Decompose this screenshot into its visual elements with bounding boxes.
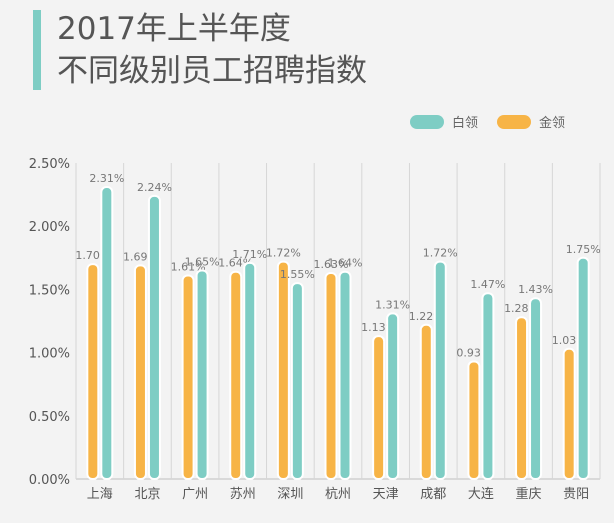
chart-title-line1: 2017年上半年度 [57, 11, 291, 47]
x-tick-label: 北京 [134, 487, 160, 502]
legend-item-gold-collar: 金领 [497, 112, 565, 131]
legend-swatch-gold-collar [497, 114, 531, 129]
x-tick-label: 广州 [182, 487, 208, 502]
bar-gold-collar [86, 263, 100, 481]
bar-white-collar [100, 186, 114, 481]
data-label-white-collar: 1.65% [185, 255, 220, 268]
data-label-white-collar: 1.71% [232, 248, 267, 261]
data-label-white-collar: 2.24% [137, 181, 172, 194]
x-tick-label: 天津 [373, 487, 399, 502]
data-label-white-collar: 1.31% [375, 298, 410, 311]
data-label-gold-collar: 1.61% [171, 260, 206, 273]
x-tick-label: 杭州 [325, 487, 351, 502]
bar-white-collar [338, 270, 352, 480]
title-accent-bar [33, 10, 41, 90]
x-tick-label: 深圳 [277, 487, 303, 502]
x-tick-label: 成都 [420, 487, 446, 502]
bar-white-collar [481, 292, 495, 480]
chart-title-line2: 不同级别员工招聘指数 [57, 53, 367, 89]
bar-gold-collar [562, 347, 576, 480]
bar-gold-collar [133, 264, 147, 480]
bar-gold-collar [229, 270, 243, 480]
bar-white-collar [243, 261, 257, 480]
data-label-white-collar: 1.47% [470, 278, 505, 291]
y-tick-label: 2.00% [29, 220, 70, 235]
legend-label-white-collar: 白领 [452, 116, 479, 131]
x-tick-label: 贵阳 [563, 487, 589, 502]
x-tick-label: 大连 [468, 486, 494, 502]
data-label-white-collar: 1.75% [566, 243, 601, 256]
bar-white-collar [147, 194, 161, 480]
data-label-white-collar: 1.43% [518, 283, 553, 296]
bar-white-collar [576, 256, 590, 480]
chart-title: 2017年上半年度 不同级别员工招聘指数 [57, 8, 367, 92]
bar-chart: 0.00%0.50%1.00%1.50%2.00%2.50%1.70%2.31%… [29, 157, 601, 502]
data-label-gold-collar: 1.63% [314, 258, 349, 271]
bar-white-collar [386, 312, 400, 480]
data-label-white-collar: 1.64% [328, 257, 363, 270]
bar-white-collar [290, 282, 304, 480]
bar-white-collar [433, 260, 447, 481]
x-tick-label: 重庆 [516, 486, 542, 502]
bar-white-collar [195, 269, 209, 480]
y-tick-label: 0.50% [29, 410, 70, 425]
legend-swatch-white-collar [410, 114, 444, 129]
y-tick-label: 1.00% [29, 347, 70, 362]
bar-gold-collar [419, 323, 433, 480]
bar-gold-collar [324, 271, 338, 480]
data-label-gold-collar: 1.72% [266, 247, 301, 260]
y-tick-label: 0.00% [29, 473, 70, 488]
bar-gold-collar [467, 360, 481, 480]
legend-item-white-collar: 白领 [410, 112, 478, 131]
x-tick-label: 上海 [87, 487, 113, 502]
y-tick-label: 1.50% [29, 283, 70, 298]
bar-gold-collar [276, 260, 290, 481]
chart-legend: 白领 金领 [0, 112, 614, 134]
bar-gold-collar [181, 274, 195, 480]
data-label-white-collar: 1.55% [280, 268, 315, 281]
bar-white-collar [529, 297, 543, 480]
x-tick-label: 苏州 [230, 486, 256, 502]
data-label-white-collar: 2.31% [89, 172, 124, 185]
data-label-white-collar: 1.72% [423, 247, 458, 260]
legend-label-gold-collar: 金领 [539, 116, 566, 131]
bar-gold-collar [372, 335, 386, 480]
y-tick-label: 2.50% [29, 157, 70, 172]
bar-gold-collar [515, 316, 529, 480]
